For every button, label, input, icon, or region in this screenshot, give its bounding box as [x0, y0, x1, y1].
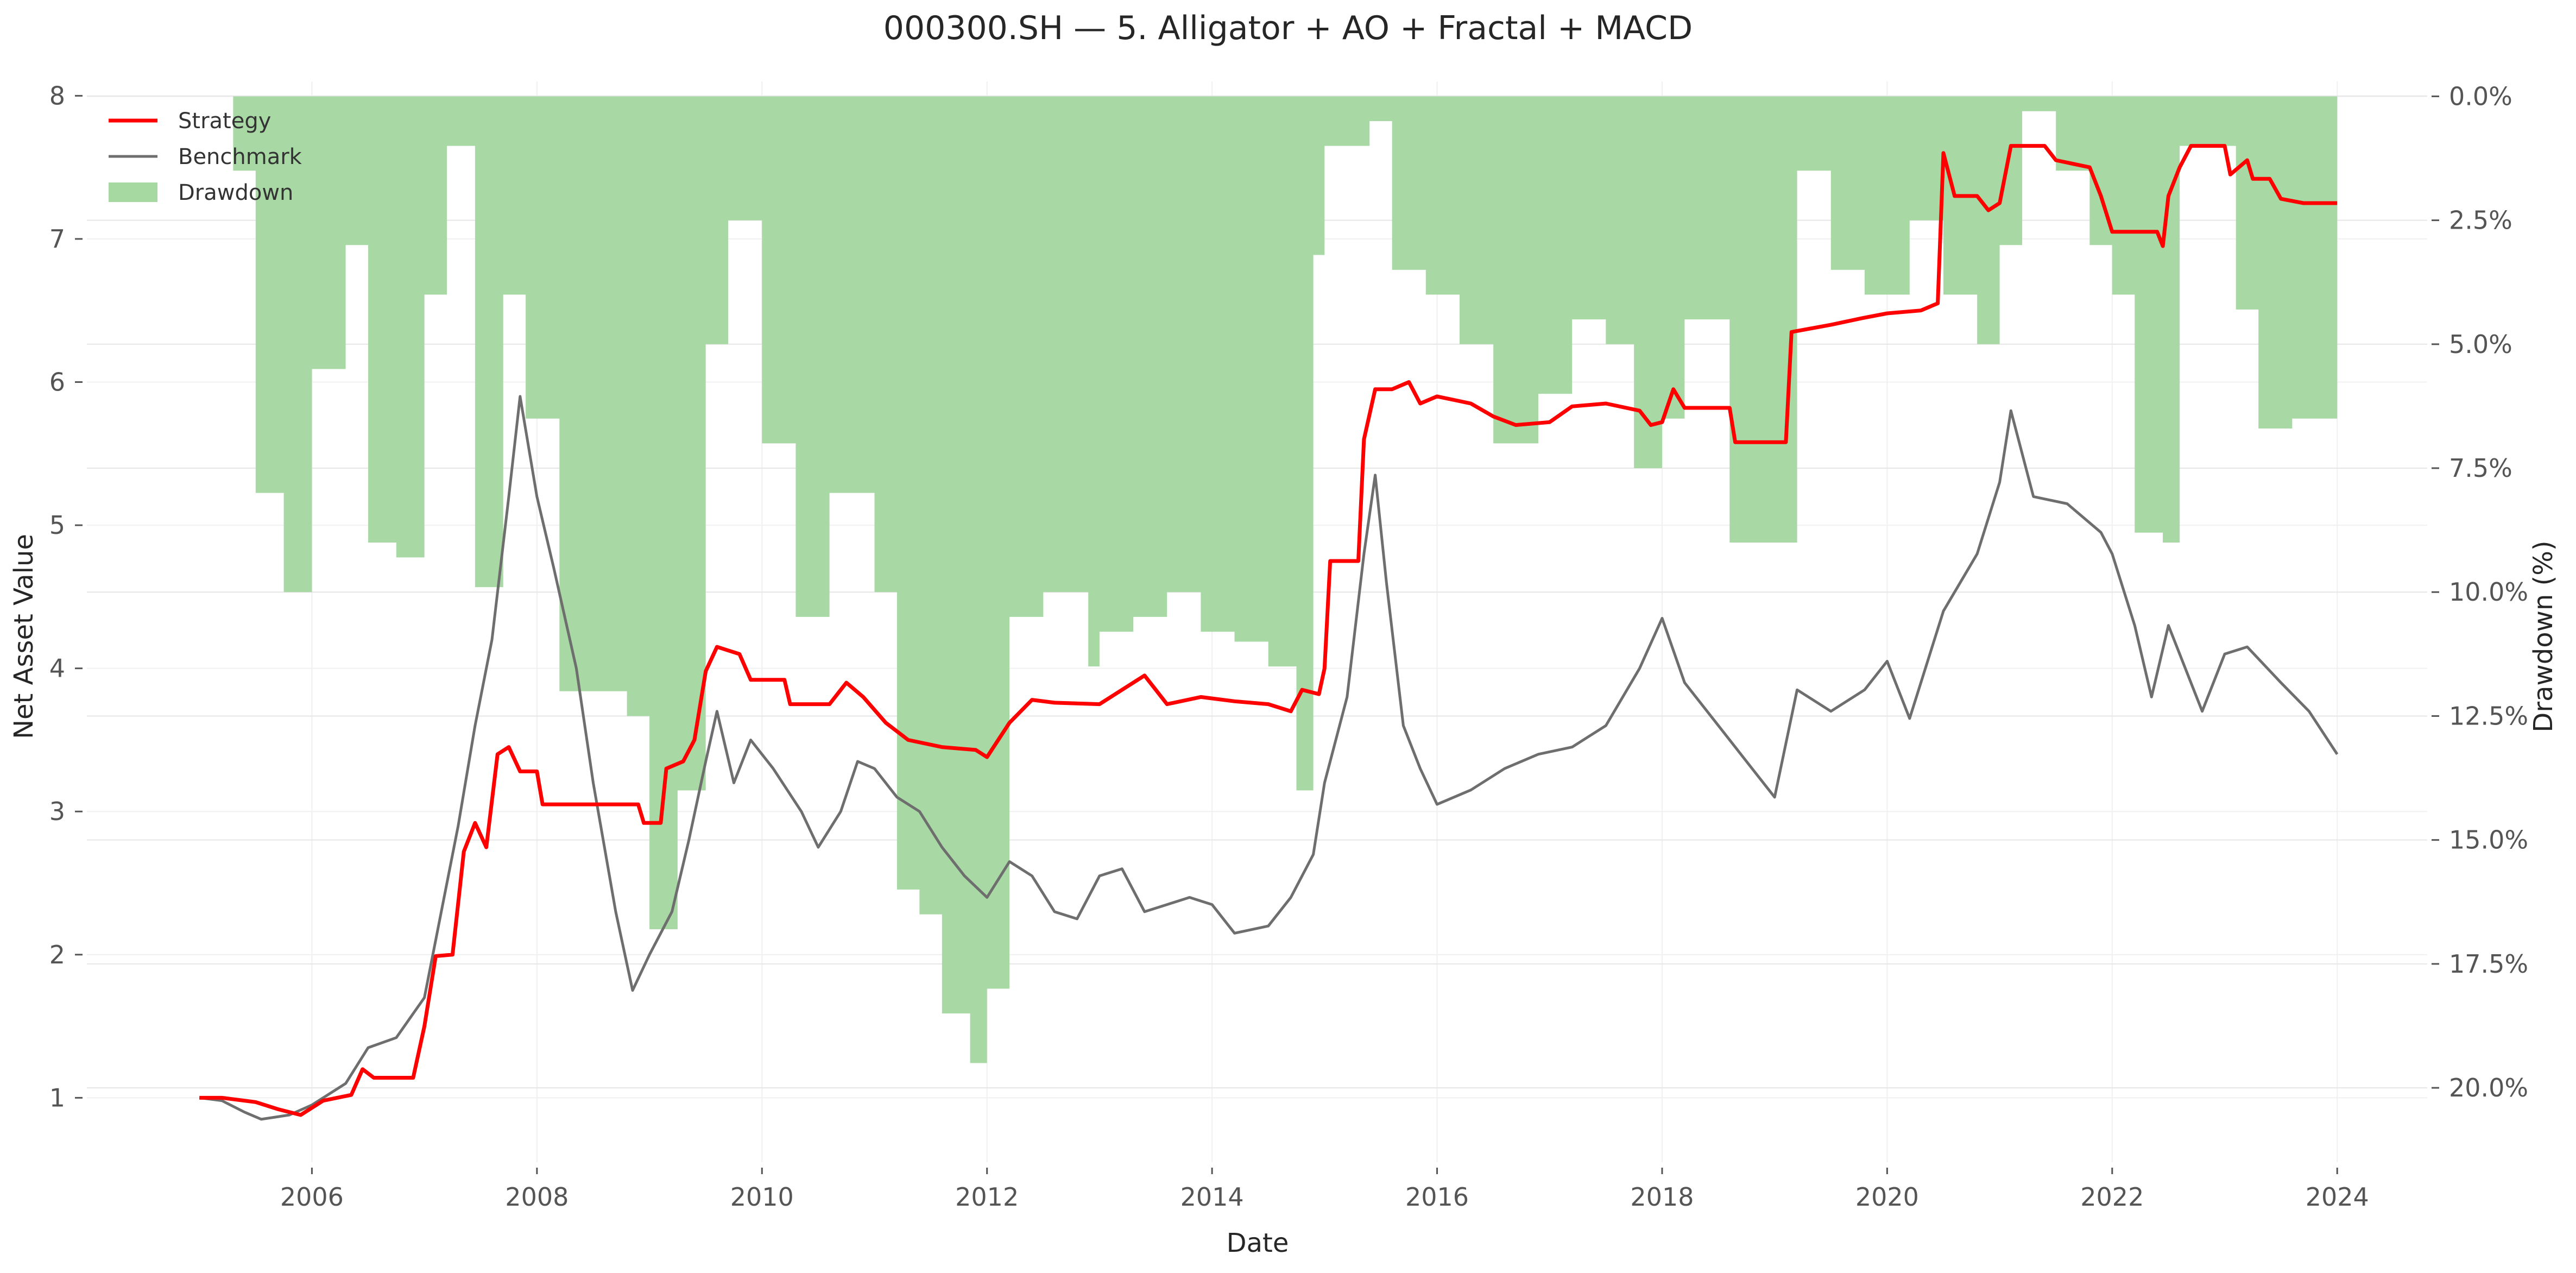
y-left-tick-label-4: 4 — [49, 654, 65, 683]
legend: Strategy Benchmark Drawdown — [109, 109, 302, 205]
y-right-tick-label-12.5%: 12.5% — [2449, 701, 2528, 730]
y-right-axis: 0.0% 2.5% 5.0% 7.5% 10.0% 12.5% 15.0% 17.5% 20.0… — [2432, 81, 2528, 1102]
y-left-tick-label-6: 6 — [49, 368, 65, 397]
chart-title: 000300.SH — 5. Alligator + AO + Fractal … — [883, 9, 1693, 47]
x-tick-label-2006: 2006 — [280, 1182, 344, 1212]
legend-swatch-drawdown — [109, 182, 157, 202]
x-tick-label-2022: 2022 — [2080, 1182, 2144, 1212]
y-left-tick-label-3: 3 — [49, 797, 65, 826]
strategy-line-layer — [199, 144, 2338, 1117]
y-left-tick-label-1: 1 — [49, 1083, 65, 1112]
x-axis: 2006 2008 2010 2012 2014 2016 2018 2020 2022 2024 — [280, 1168, 2369, 1212]
y-right-tick-label-10.0%: 10.0% — [2449, 577, 2528, 607]
legend-label-benchmark: Benchmark — [178, 144, 302, 169]
legend-label-strategy: Strategy — [178, 109, 271, 134]
y-right-tick-label-7.5%: 7.5% — [2449, 453, 2512, 483]
y-right-axis-label: Drawdown (%) — [2528, 540, 2559, 732]
x-axis-label: Date — [1227, 1228, 1289, 1258]
strategy-line — [199, 144, 2338, 1117]
y-left-axis: 1 2 3 4 5 6 7 8 — [49, 81, 83, 1112]
y-right-tick-label-15.0%: 15.0% — [2449, 825, 2528, 855]
y-left-tick-label-2: 2 — [49, 940, 65, 969]
y-right-tick-label-0.0%: 0.0% — [2449, 81, 2512, 111]
legend-label-drawdown: Drawdown — [178, 180, 293, 205]
x-tick-label-2012: 2012 — [955, 1182, 1019, 1212]
drawdown-area — [199, 96, 2338, 1063]
x-tick-label-2014: 2014 — [1180, 1182, 1244, 1212]
x-tick-label-2018: 2018 — [1630, 1182, 1694, 1212]
x-tick-label-2008: 2008 — [505, 1182, 569, 1212]
benchmark-line-layer — [199, 395, 2339, 1121]
y-left-tick-label-5: 5 — [49, 511, 65, 540]
x-tick-label-2020: 2020 — [1855, 1182, 1919, 1212]
y-left-axis-label: Net Asset Value — [9, 534, 39, 739]
x-tick-label-2010: 2010 — [730, 1182, 794, 1212]
plot-area — [87, 81, 2427, 1162]
y-left-tick-label-7: 7 — [49, 224, 65, 254]
y-right-tick-label-5.0%: 5.0% — [2449, 330, 2512, 359]
y-right-tick-label-17.5%: 17.5% — [2449, 949, 2528, 979]
x-tick-label-2016: 2016 — [1405, 1182, 1469, 1212]
y-left-tick-label-8: 8 — [49, 81, 65, 110]
benchmark-line — [199, 395, 2339, 1121]
y-right-tick-label-2.5%: 2.5% — [2449, 206, 2512, 235]
drawdown-area-layer — [199, 96, 2338, 1063]
y-right-tick-label-20.0%: 20.0% — [2449, 1073, 2528, 1102]
x-tick-label-2024: 2024 — [2306, 1182, 2369, 1212]
